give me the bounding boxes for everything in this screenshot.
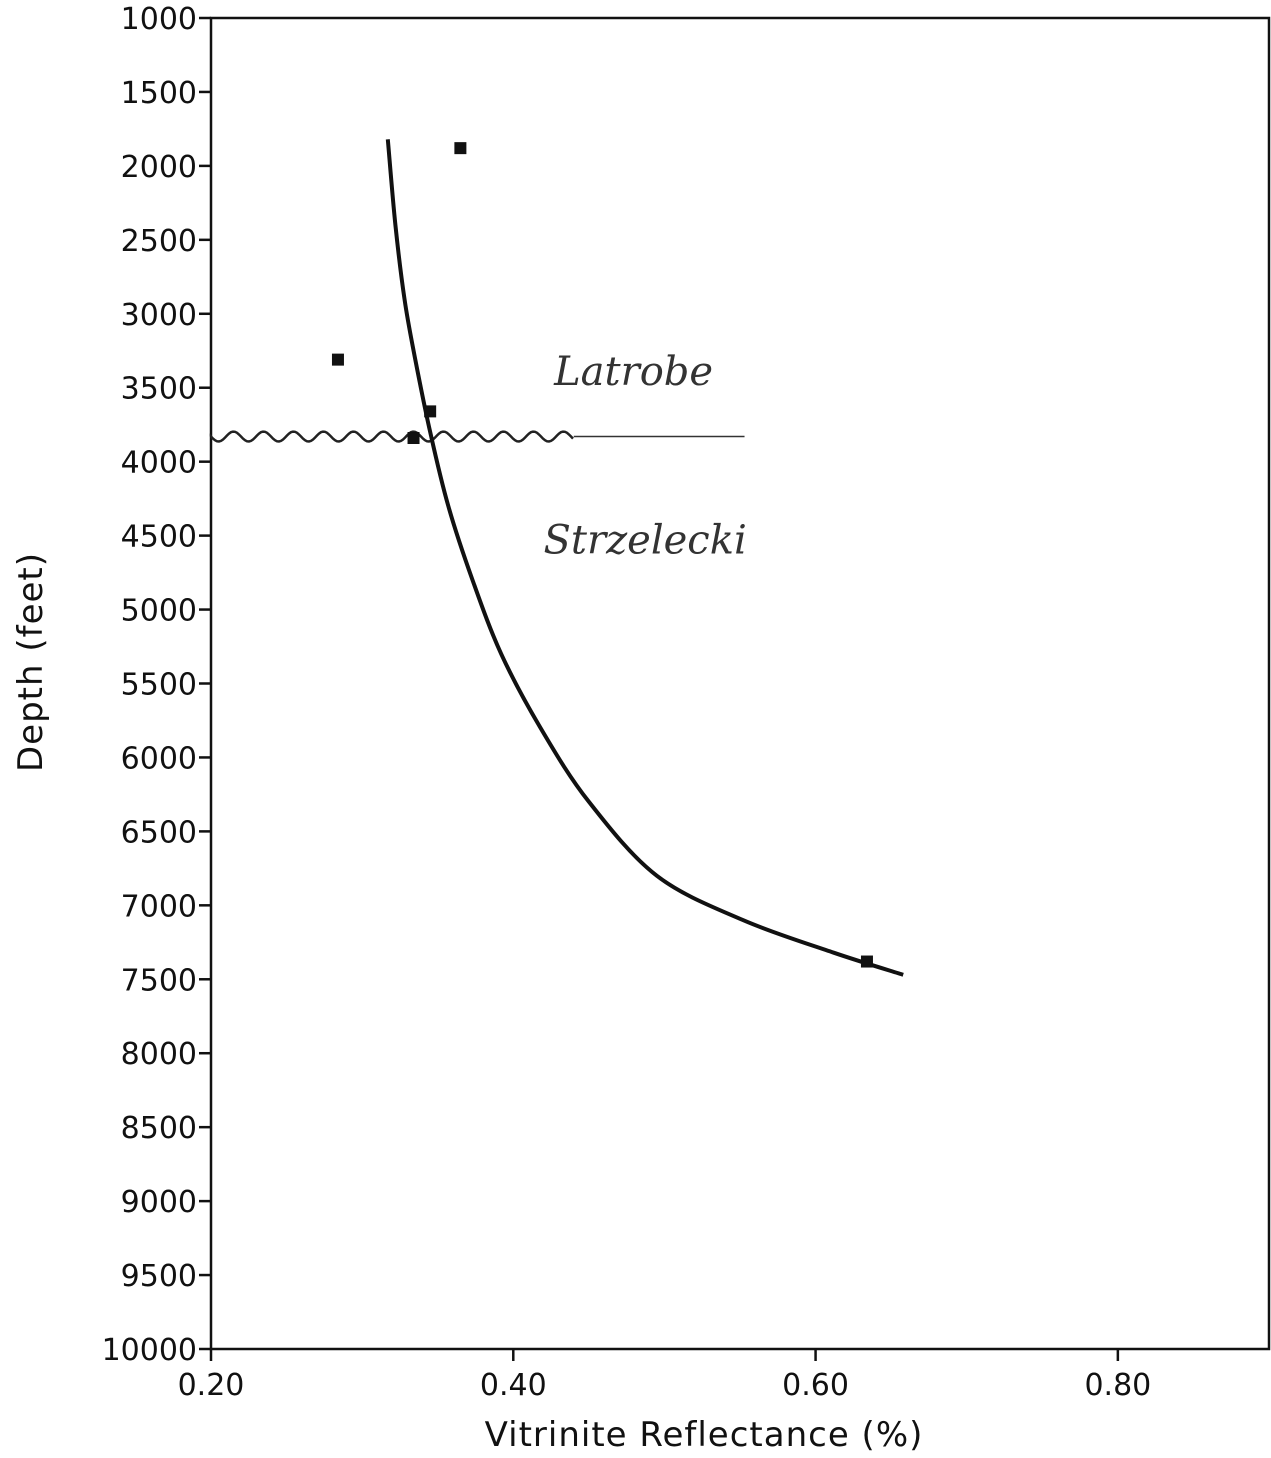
x-tick-label: 0.80 (1084, 1368, 1151, 1403)
x-tick-label: 0.20 (178, 1368, 245, 1403)
y-tick-label: 4500 (121, 520, 197, 555)
y-tick-label: 2500 (121, 224, 197, 259)
annotations: Latrobe Strzelecki (544, 349, 747, 564)
x-tick-label: 0.60 (782, 1368, 849, 1403)
y-tick-label: 9500 (121, 1259, 197, 1294)
y-tick-label: 4000 (121, 446, 197, 481)
x-axis-ticks: 0.20 0.40 0.60 0.80 (178, 1349, 1151, 1403)
formation-contact (209, 430, 745, 443)
y-tick-label: 9000 (121, 1185, 197, 1220)
y-tick-label: 7000 (121, 889, 197, 924)
data-point (407, 432, 420, 445)
y-axis-ticks: 1000 1500 2000 2500 3000 3500 4000 4500 5000 5500… (102, 2, 211, 1368)
y-tick-label: 1500 (121, 76, 197, 111)
data-point (860, 955, 873, 968)
y-tick-label: 8500 (121, 1111, 197, 1146)
y-tick-label: 8000 (121, 1037, 197, 1072)
y-tick-label: 5500 (121, 668, 197, 703)
y-tick-label: 3500 (121, 372, 197, 407)
y-tick-label: 3000 (121, 298, 197, 333)
annotation-latrobe: Latrobe (553, 349, 713, 395)
y-tick-label: 7500 (121, 963, 197, 998)
plot-frame (209, 16, 1271, 1351)
unconformity-wavy-line (209, 430, 574, 443)
trend-curve (385, 139, 904, 977)
y-tick-label: 1000 (121, 2, 197, 37)
y-tick-label: 5000 (121, 594, 197, 629)
y-tick-label: 2000 (121, 150, 197, 185)
y-tick-label: 10000 (102, 1333, 197, 1368)
x-axis-title: Vitrinite Reflectance (%) (485, 1415, 924, 1455)
y-tick-label: 6500 (121, 815, 197, 850)
data-point (331, 353, 344, 366)
data-points (331, 142, 873, 968)
data-point (424, 405, 437, 418)
x-tick-label: 0.40 (480, 1368, 547, 1403)
y-axis-title: Depth (feet) (11, 552, 51, 772)
data-point (454, 142, 467, 155)
annotation-strzelecki: Strzelecki (544, 517, 747, 563)
y-tick-label: 6000 (121, 741, 197, 776)
